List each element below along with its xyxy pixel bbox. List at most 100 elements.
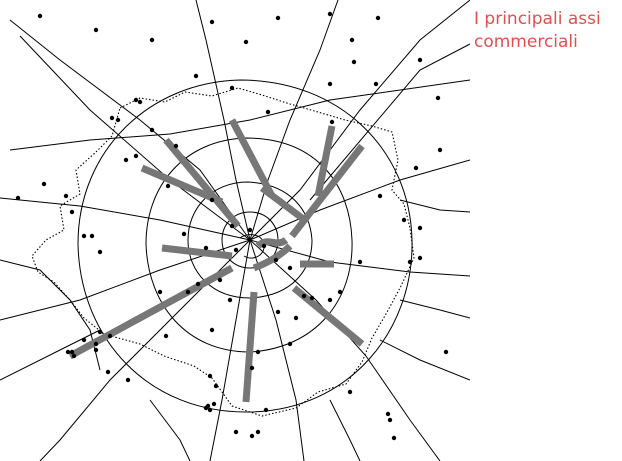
location-dot — [163, 333, 169, 339]
location-dot — [255, 349, 261, 355]
location-dot — [437, 147, 443, 153]
location-dot — [109, 115, 115, 121]
location-dot — [185, 289, 191, 295]
location-dot — [443, 349, 449, 355]
location-dot — [375, 15, 381, 21]
commercial-axis-12 — [252, 237, 293, 272]
location-dot — [349, 37, 355, 43]
location-dot — [207, 373, 213, 379]
location-dot — [387, 417, 393, 423]
location-dot — [173, 143, 179, 149]
commercial-axis-4 — [163, 137, 241, 229]
location-dot — [407, 259, 413, 265]
location-dot — [417, 57, 423, 63]
location-dot — [115, 117, 121, 123]
location-dot — [287, 265, 293, 271]
location-dot — [357, 259, 363, 265]
location-dot — [351, 59, 357, 65]
location-dot — [105, 369, 111, 375]
location-dot — [401, 217, 407, 223]
location-dot — [181, 231, 187, 237]
location-dot — [65, 349, 71, 355]
location-dot — [15, 195, 21, 201]
location-dot — [377, 193, 383, 199]
location-dot — [203, 405, 209, 411]
location-dot — [81, 337, 87, 343]
location-dot — [133, 153, 139, 159]
location-dot — [301, 293, 307, 299]
location-dot — [435, 95, 441, 101]
location-dot — [413, 165, 419, 171]
location-dot — [373, 81, 379, 87]
location-dot — [229, 223, 235, 229]
location-dot — [93, 341, 99, 347]
location-dot — [149, 127, 155, 133]
location-dot — [97, 329, 103, 335]
location-dot — [125, 377, 131, 383]
location-dot — [391, 435, 397, 441]
commercial-axis-11 — [242, 291, 258, 403]
location-dot — [275, 309, 281, 315]
location-dot — [41, 181, 47, 187]
commercial-axis-8 — [289, 143, 365, 239]
location-dot — [327, 297, 333, 303]
commercial-points — [15, 11, 449, 441]
location-dot — [213, 383, 219, 389]
location-dot — [273, 257, 279, 263]
commercial-axes — [68, 118, 365, 403]
location-dot — [227, 297, 233, 303]
location-dot — [203, 245, 209, 251]
location-dot — [207, 407, 213, 413]
map-title-line-2: commerciali — [474, 32, 578, 52]
location-dot — [97, 249, 103, 255]
location-dot — [327, 11, 333, 17]
location-dot — [123, 157, 129, 163]
location-dot — [63, 193, 69, 199]
location-dot — [93, 347, 99, 353]
location-dot — [93, 27, 99, 33]
location-dot — [69, 209, 75, 215]
location-dot — [209, 19, 215, 25]
location-dot — [417, 255, 423, 261]
location-dot — [107, 333, 113, 339]
location-dot — [347, 389, 353, 395]
location-dot — [81, 233, 87, 239]
location-dot — [165, 183, 171, 189]
location-dot — [385, 411, 391, 417]
location-dot — [337, 289, 343, 295]
location-dot — [133, 97, 139, 103]
location-dot — [217, 277, 223, 283]
location-dot — [309, 295, 315, 301]
commercial-axis-5 — [228, 118, 276, 198]
location-dot — [255, 429, 261, 435]
location-dot — [193, 73, 199, 79]
location-dot — [209, 327, 215, 333]
location-dot — [261, 243, 267, 249]
location-dot — [243, 39, 249, 45]
location-dot — [287, 341, 293, 347]
location-dot — [69, 349, 75, 355]
location-dot — [71, 353, 77, 359]
location-dot — [233, 247, 239, 253]
map-title: I principali assi commerciali — [474, 8, 620, 54]
location-dot — [329, 119, 335, 125]
location-dot — [249, 433, 255, 439]
city-map — [0, 0, 470, 461]
commercial-axis-7 — [314, 125, 336, 197]
road-network — [0, 0, 470, 461]
location-dot — [327, 81, 333, 87]
map-title-line-1: I principali assi — [474, 9, 601, 29]
location-dot — [293, 315, 299, 321]
location-dot — [211, 401, 217, 407]
location-dot — [275, 15, 281, 21]
location-dot — [149, 37, 155, 43]
location-dot — [89, 233, 95, 239]
location-dot — [209, 197, 215, 203]
commercial-axis-1 — [68, 264, 234, 360]
commercial-axis-6 — [259, 185, 305, 221]
location-dot — [137, 99, 143, 105]
location-dot — [263, 407, 269, 413]
commercial-axis-2 — [161, 244, 233, 260]
location-dot — [233, 429, 239, 435]
location-dot — [157, 289, 163, 295]
